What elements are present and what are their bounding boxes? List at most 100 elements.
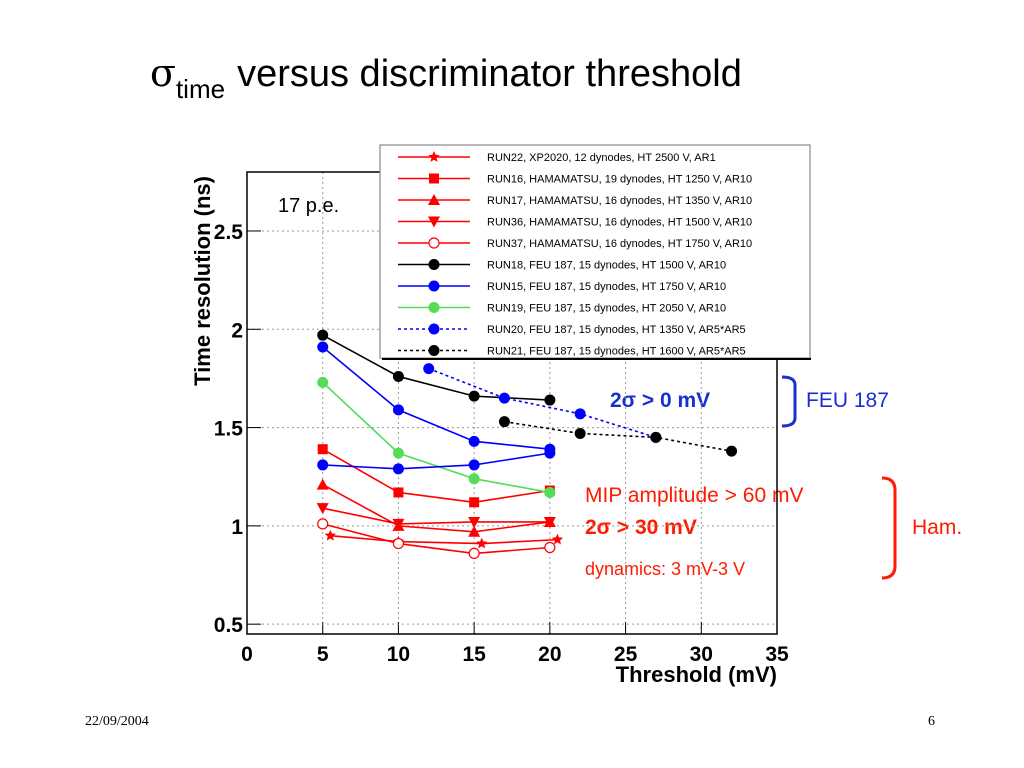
- title-subscript: time: [176, 74, 225, 104]
- annotation: 2σ > 0 mV: [610, 389, 710, 412]
- data-point: [317, 444, 328, 455]
- annotation: FEU 187: [806, 389, 889, 412]
- data-point: [317, 376, 329, 388]
- data-point: [650, 431, 662, 443]
- legend-label: RUN16, HAMAMATSU, 19 dynodes, HT 1250 V,…: [487, 174, 752, 186]
- annotation: MIP amplitude > 60 mV: [585, 484, 803, 507]
- legend-marker: [429, 173, 439, 184]
- x-tick-label: 0: [241, 643, 253, 666]
- legend-label: RUN17, HAMAMATSU, 16 dynodes, HT 1350 V,…: [487, 195, 752, 207]
- x-tick-label: 25: [614, 643, 638, 666]
- data-point: [544, 541, 556, 554]
- data-point: [392, 518, 405, 530]
- y-tick-label: 1.5: [214, 418, 244, 441]
- data-point: [423, 363, 435, 375]
- data-point: [468, 525, 481, 537]
- legend-marker: [428, 216, 440, 228]
- series-line: [322, 346, 550, 450]
- data-point: [468, 390, 480, 402]
- legend-label: RUN20, FEU 187, 15 dynodes, HT 1350 V, A…: [487, 324, 746, 336]
- data-point: [544, 486, 556, 498]
- slide-title: σtime versus discriminator threshold: [150, 51, 742, 104]
- legend-marker: [428, 151, 440, 162]
- data-point: [317, 459, 329, 471]
- data-point: [468, 473, 480, 485]
- data-point: [392, 370, 404, 382]
- legend-label: RUN36, HAMAMATSU, 16 dynodes, HT 1500 V,…: [487, 217, 752, 229]
- legend-marker: [428, 194, 440, 205]
- data-point: [469, 497, 480, 508]
- y-tick-label: 0.5: [214, 614, 244, 637]
- brace: [881, 476, 897, 580]
- x-tick-label: 35: [765, 643, 789, 666]
- data-point: [468, 547, 480, 559]
- series-line: [322, 448, 550, 504]
- annotation: 17 p.e.: [278, 195, 339, 217]
- legend-marker: [428, 323, 440, 335]
- page-number: 6: [928, 714, 935, 729]
- data-point: [468, 516, 481, 528]
- data-point: [317, 329, 329, 341]
- data-point: [468, 459, 480, 471]
- x-tick-label: 5: [317, 643, 329, 666]
- y-tick-label: 2: [231, 319, 243, 342]
- series-line: [504, 420, 732, 452]
- data-point: [551, 533, 564, 545]
- data-point: [392, 463, 404, 475]
- data-point: [392, 537, 405, 550]
- data-point: [393, 487, 404, 498]
- y-axis-label: Time resolution (ns): [190, 176, 215, 386]
- legend-label: RUN18, FEU 187, 15 dynodes, HT 1500 V, A…: [487, 260, 726, 272]
- series-line: [322, 381, 551, 494]
- legend-label: RUN21, FEU 187, 15 dynodes, HT 1600 V, A…: [487, 346, 746, 358]
- series-line: [322, 483, 550, 533]
- footer-date: 22/09/2004: [85, 714, 149, 729]
- legend-label: RUN37, HAMAMATSU, 16 dynodes, HT 1750 V,…: [487, 238, 752, 250]
- annotation: Ham.: [912, 516, 962, 539]
- legend-label: RUN19, FEU 187, 15 dynodes, HT 2050 V, A…: [487, 303, 726, 315]
- x-tick-label: 20: [538, 643, 561, 666]
- legend-marker: [428, 302, 440, 313]
- legend-marker: [428, 280, 440, 292]
- series-line: [322, 452, 550, 470]
- data-point: [324, 529, 336, 541]
- y-tick-label: 2.5: [214, 221, 244, 244]
- data-point: [317, 518, 329, 530]
- annotation: dynamics: 3 mV-3 V: [585, 559, 745, 579]
- x-axis-label: Threshold (mV): [616, 662, 777, 687]
- data-point: [574, 427, 586, 439]
- legend-marker: [428, 259, 440, 270]
- data-point: [476, 537, 488, 549]
- legend-marker: [428, 345, 440, 356]
- y-tick-label: 1: [231, 516, 243, 539]
- brace: [781, 375, 797, 428]
- data-point: [317, 341, 329, 353]
- legend-box: [379, 144, 811, 359]
- data-point: [544, 394, 556, 406]
- series-line: [322, 523, 550, 555]
- title-symbol: σ: [150, 51, 176, 95]
- series-line: [330, 534, 558, 545]
- legend-label: RUN15, FEU 187, 15 dynodes, HT 1750 V, A…: [487, 281, 726, 293]
- data-point: [543, 516, 556, 528]
- data-point: [498, 416, 510, 428]
- x-tick-label: 15: [462, 643, 486, 666]
- legend-marker: [428, 237, 440, 249]
- x-tick-label: 10: [387, 643, 410, 666]
- data-point: [498, 392, 510, 404]
- series-line: [322, 507, 550, 525]
- data-point: [468, 435, 480, 447]
- data-point: [574, 408, 586, 420]
- x-tick-label: 30: [690, 643, 713, 666]
- series-line: [428, 367, 657, 439]
- series-line: [322, 334, 550, 401]
- annotation: 2σ > 30 mV: [585, 516, 697, 539]
- data-point: [392, 404, 404, 416]
- data-point: [392, 447, 404, 459]
- data-point: [726, 445, 738, 457]
- data-point: [316, 478, 329, 490]
- title-text: versus discriminator threshold: [237, 53, 742, 95]
- data-point: [544, 447, 556, 459]
- legend-label: RUN22, XP2020, 12 dynodes, HT 2500 V, AR…: [487, 152, 716, 164]
